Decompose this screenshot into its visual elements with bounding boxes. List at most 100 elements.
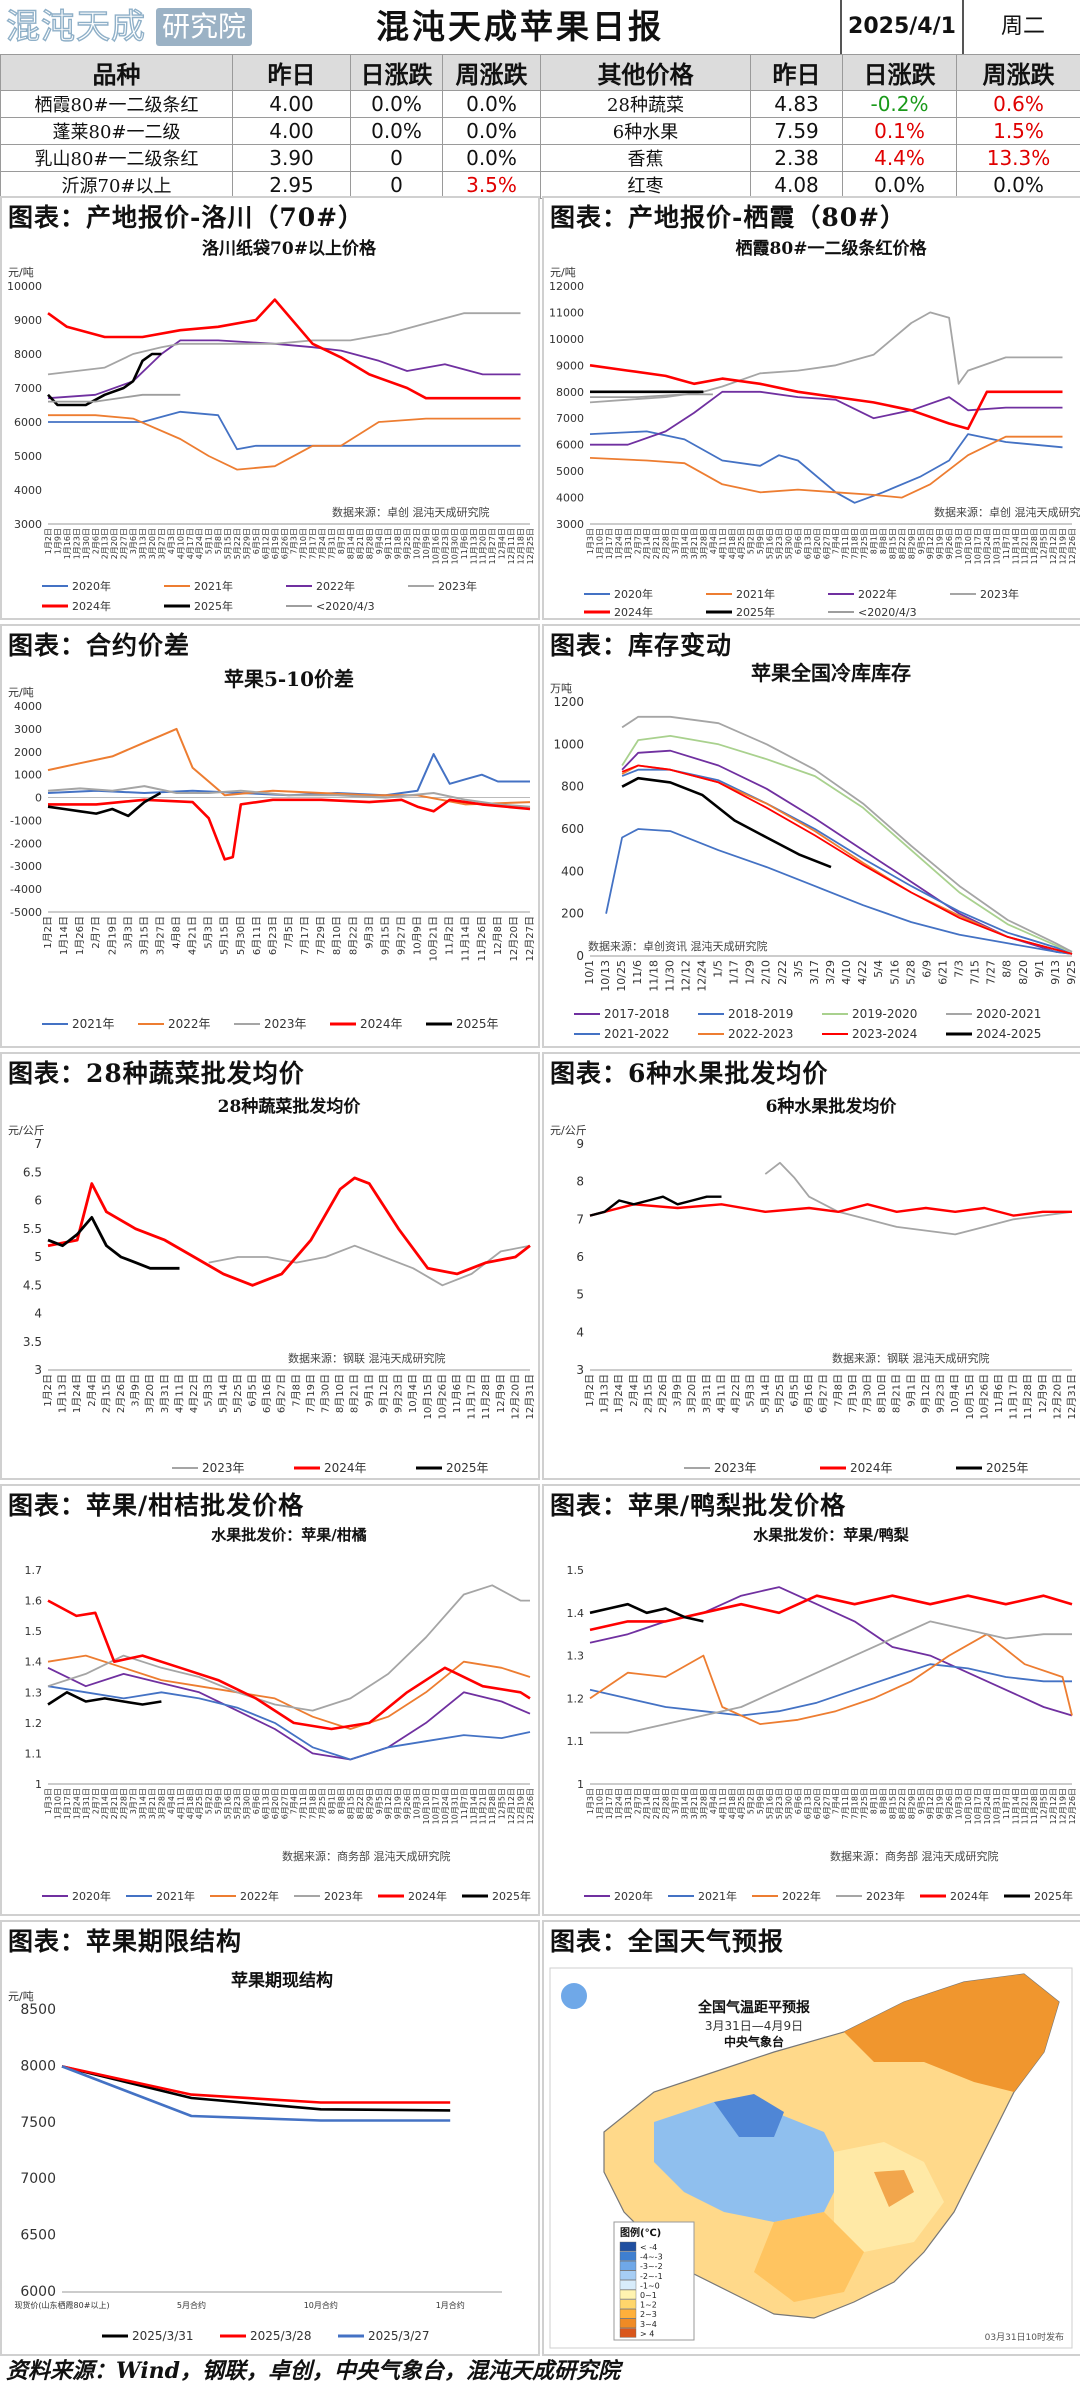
x-tick-label: 8月10日	[876, 1374, 888, 1413]
x-tick-label: 6月6日	[794, 1788, 803, 1814]
series-line-2024年	[47, 298, 521, 400]
y-tick-label: -4000	[10, 883, 42, 896]
price-col-header: 日涨跌	[350, 54, 443, 91]
panel-qixia: 图表：产地报价-栖霞（80#） 栖霞80#一二级条红价格 元/吨 3000 4000 5…	[542, 196, 1080, 620]
y-axis-unit: 万吨	[550, 682, 572, 695]
map-legend-swatch	[619, 2261, 637, 2271]
warm-region-northeast	[844, 1974, 1059, 2092]
legend-label: 2021年	[194, 579, 233, 593]
x-tick-label: 6月13日	[803, 528, 812, 559]
x-tick-label: 9月23日	[935, 1374, 947, 1413]
x-tick-label: 11月21日	[479, 1788, 488, 1824]
x-tick-label: 12月5日	[1040, 1788, 1049, 1819]
x-tick-label: 12月9日	[1037, 1374, 1049, 1413]
x-tick-label: 11月21日	[1021, 1788, 1030, 1824]
price-col-header: 日涨跌	[842, 54, 957, 91]
panel-weather: 图表：全国天气预报 全国气温距平预报 3月31日—4月9日 中央气象台 图例(℃) < …	[542, 1920, 1080, 2356]
series-line-2025年	[589, 1602, 704, 1623]
data-source-note: 数据来源：卓创资讯 混沌天成研究院	[588, 939, 768, 953]
chart-pear: 水果批发价：苹果/鸭梨 1 1.1 1.2 1.3 1.4 1.5 1月3日 1月10日 1月17…	[567, 1526, 1078, 1903]
y-tick-label: 1000	[14, 769, 42, 782]
x-tick-label: 10月30日	[450, 528, 459, 564]
x-tick-label: 1月17日	[605, 528, 614, 559]
x-tick-label: 10月31日	[450, 1788, 459, 1824]
x-tick-label: 10月10日	[964, 528, 973, 564]
x-tick-label: 5月30日	[235, 916, 247, 955]
logo-badge: 研究院	[156, 8, 252, 46]
x-tick-label: 1月13日	[599, 1374, 611, 1413]
panel-title-qixia: 图表：产地报价-栖霞（80#）	[550, 203, 907, 232]
map-legend-swatch	[619, 2280, 637, 2290]
x-tick-label: 10/13	[599, 960, 612, 992]
x-tick-label: 9月12日	[926, 528, 935, 559]
series-line-2022年	[47, 339, 521, 400]
x-tick-label: 7月18日	[851, 528, 860, 559]
x-tick-label: 3月14日	[139, 1788, 148, 1819]
x-tick-label: 2月28日	[662, 528, 671, 559]
map-legend-swatch	[619, 2289, 637, 2300]
legend-label: 2023年	[202, 1461, 245, 1475]
x-tick-label: 9/13	[1049, 960, 1062, 985]
x-tick-label: 12月18日	[517, 528, 526, 564]
y-tick-label: 4.5	[23, 1278, 42, 1292]
x-tick-label: 4月17日	[186, 528, 195, 559]
price-cell: 1.5%	[956, 117, 1080, 145]
x-tick-label: 7月11日	[841, 528, 850, 559]
x-tick-label: 7月11日	[841, 1788, 850, 1819]
y-tick-label: 8000	[556, 386, 584, 399]
price-cell: 乳山80#一二级条红	[0, 144, 233, 172]
price-cell: 0.0%	[350, 117, 443, 145]
x-tick-label: 10月10日	[422, 1788, 431, 1824]
series-line-2020年	[47, 1666, 531, 1761]
x-tick-label: 8月22日	[898, 528, 907, 559]
x-tick-label: 10月合约	[304, 2300, 338, 2310]
y-tick-label: -2000	[10, 837, 42, 850]
price-cell: 红枣	[540, 171, 751, 199]
x-tick-label: 6月20日	[813, 528, 822, 559]
x-tick-label: 4月11日	[718, 528, 727, 559]
y-tick-label: 800	[561, 780, 584, 794]
x-tick-label: 8月15日	[888, 1788, 897, 1819]
x-tick-label: 9月15日	[379, 916, 391, 955]
x-tick-label: 12月19日	[517, 1788, 526, 1824]
panel-title-luochuan: 图表：产地报价-洛川（70#）	[8, 203, 365, 232]
x-tick-label: 1月24日	[613, 1374, 625, 1413]
series-line-2025/3/31	[61, 2065, 451, 2112]
x-tick-label: 6月16日	[261, 1374, 273, 1413]
price-table-body: 栖霞80#一二级条红 4.00 0.0% 0.0% 28种蔬菜 4.83 -0.2% 0.6%…	[0, 90, 1080, 199]
x-tick-label: 10月16日	[431, 528, 440, 564]
x-tick-label: 8月14日	[346, 528, 355, 559]
panel-spread: 图表：合约价差 苹果5-10价差 元/吨 -5000 -4000 -3000 -2000 -…	[0, 624, 540, 1048]
x-tick-label: 7月4日	[290, 1788, 299, 1814]
y-tick-label: 3000	[14, 518, 42, 531]
x-tick-label: 2月15日	[100, 1374, 112, 1413]
chart-title: 水果批发价：苹果/鸭梨	[753, 1526, 908, 1544]
x-tick-label: 7月11日	[299, 1788, 308, 1819]
panel-fruit: 图表：6种水果批发均价 6种水果批发均价 元/公斤 3 4 5 6 7 8 9 1月2日 1月13日…	[542, 1052, 1080, 1480]
price-cell: 0	[350, 144, 443, 172]
x-tick-label: 4月22日	[188, 1374, 200, 1413]
x-tick-label: 1月31日	[82, 1788, 91, 1819]
x-tick-label: 10月4日	[949, 1374, 961, 1413]
series-line-2021年	[589, 1663, 1072, 1717]
legend-label: 2022-2023	[728, 1027, 793, 1041]
x-tick-label: 2月7日	[90, 916, 102, 949]
x-tick-label: 8月7日	[337, 528, 346, 554]
data-source-note: 数据来源：商务部 混沌天成研究院	[282, 1849, 451, 1863]
series-line-2023年	[47, 1584, 530, 1712]
x-tick-label: 7月24日	[318, 528, 327, 559]
x-tick-label: 3月27日	[154, 916, 166, 955]
panel-title-fruit: 图表：6种水果批发均价	[550, 1059, 829, 1088]
x-tick-label: 2月13日	[101, 528, 110, 559]
price-cell: 4.4%	[842, 144, 957, 172]
chart-title: 水果批发价：苹果/柑橘	[211, 1526, 366, 1544]
x-tick-label: 2/10	[760, 960, 773, 985]
x-tick-label: 6月5日	[788, 1374, 800, 1407]
x-tick-label: 5月16日	[224, 1788, 233, 1819]
x-tick-label: 11月7日	[1002, 528, 1011, 559]
series-line-2025/3/28	[61, 2065, 451, 2104]
y-tick-label: 0	[576, 949, 584, 963]
x-tick-label: 12月25日	[526, 528, 535, 564]
